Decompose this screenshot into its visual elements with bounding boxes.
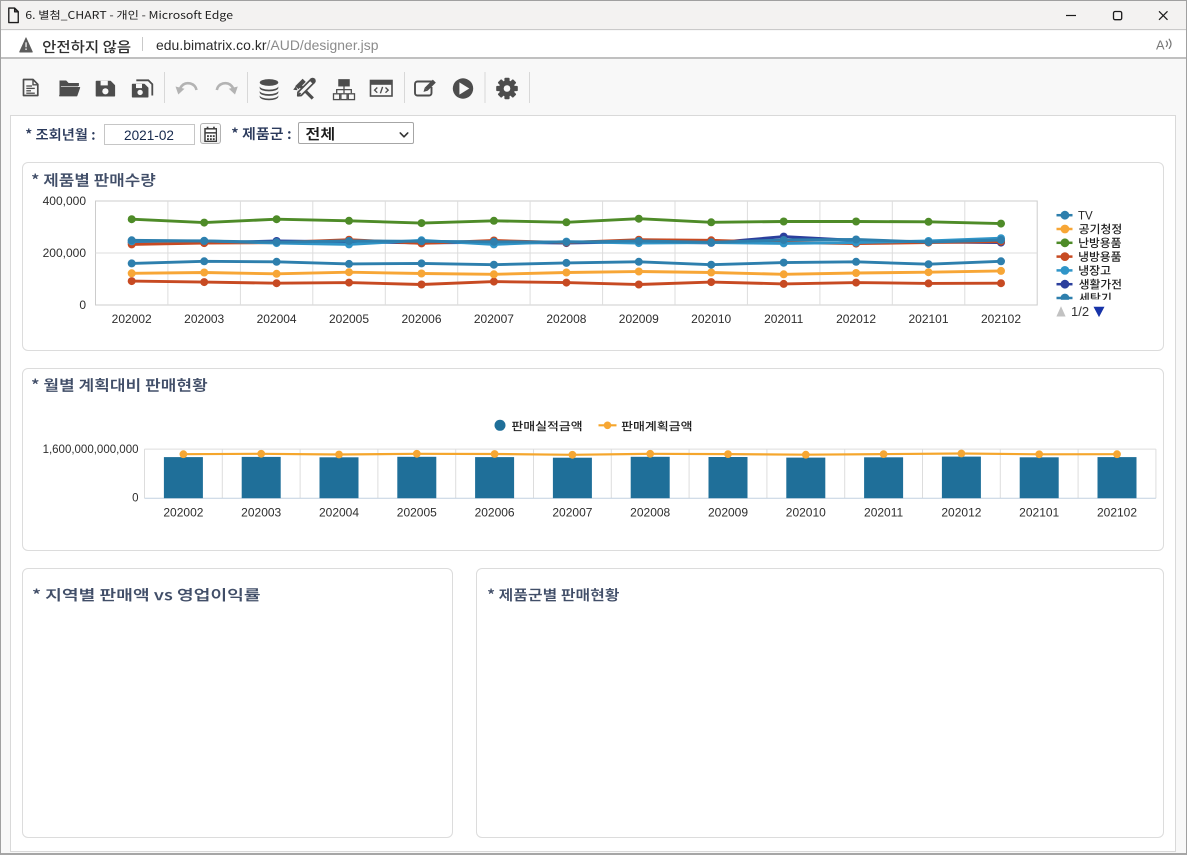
svg-text:202004: 202004: [257, 312, 297, 326]
svg-text:202102: 202102: [1097, 506, 1137, 520]
svg-text:1/2: 1/2: [1071, 304, 1089, 319]
svg-text:202012: 202012: [836, 312, 876, 326]
svg-text:202009: 202009: [708, 506, 748, 520]
svg-text:202008: 202008: [546, 312, 586, 326]
svg-text:202006: 202006: [401, 312, 441, 326]
svg-text:A: A: [1156, 38, 1165, 52]
svg-text:202003: 202003: [184, 312, 224, 326]
svg-text:0: 0: [132, 493, 138, 505]
svg-text:202003: 202003: [241, 506, 281, 520]
svg-text:0: 0: [79, 298, 86, 312]
svg-text:202011: 202011: [764, 312, 803, 326]
svg-text:202007: 202007: [474, 312, 514, 326]
svg-text:1,600,000,000,000: 1,600,000,000,000: [43, 444, 139, 456]
svg-text:202010: 202010: [691, 312, 731, 326]
svg-text:202002: 202002: [112, 312, 152, 326]
svg-text:202008: 202008: [630, 506, 670, 520]
svg-text:202010: 202010: [786, 506, 826, 520]
svg-text:TV: TV: [1078, 210, 1093, 222]
svg-text:202002: 202002: [163, 506, 203, 520]
svg-text:202009: 202009: [619, 312, 659, 326]
svg-text:202005: 202005: [329, 312, 369, 326]
svg-text:202004: 202004: [319, 506, 359, 520]
svg-text:202006: 202006: [475, 506, 515, 520]
svg-text:202101: 202101: [908, 312, 948, 326]
svg-text:202007: 202007: [552, 506, 592, 520]
svg-text:400,000: 400,000: [43, 194, 87, 208]
svg-text:202011: 202011: [864, 506, 903, 520]
svg-text:202005: 202005: [397, 506, 437, 520]
svg-text:200,000: 200,000: [43, 246, 87, 260]
svg-text:202101: 202101: [1019, 506, 1059, 520]
svg-text:202012: 202012: [941, 506, 981, 520]
svg-text:202102: 202102: [981, 312, 1021, 326]
